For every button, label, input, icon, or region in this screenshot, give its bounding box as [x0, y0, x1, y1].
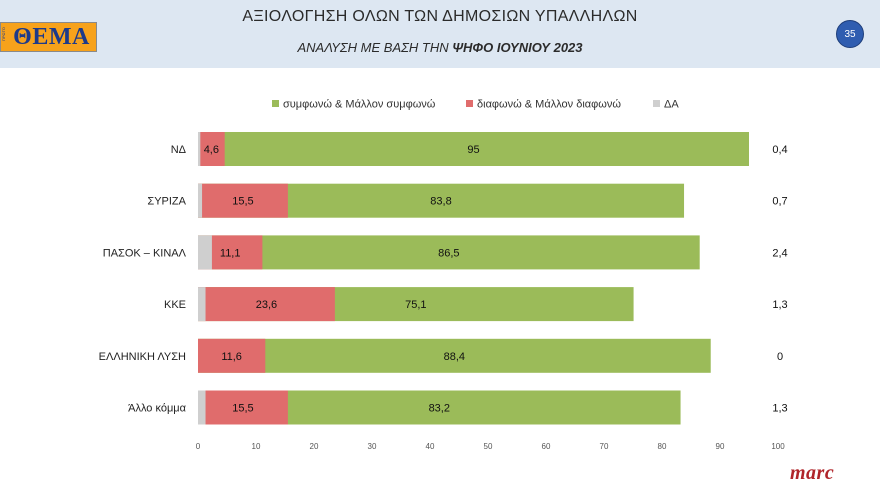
legend-label-3: ΔΑ — [664, 99, 679, 111]
bar-segment-1-1 — [198, 132, 749, 166]
x-tick-label-7: 60 — [542, 442, 551, 451]
x-tick-label-10: 90 — [716, 442, 725, 451]
legend-label-2: διαφωνώ & Μάλλον διαφωνώ — [477, 99, 621, 111]
bar-segment-6-3 — [198, 390, 206, 425]
x-axis: 0 10 20 30 40 50 60 70 80 90 100 — [196, 442, 785, 451]
bar-segment-2-2 — [198, 183, 288, 218]
data-label-6-3: 1,3 — [772, 403, 787, 415]
y-axis-labels: ΝΔ ΣΥΡΙΖΑ ΠΑΣΟΚ – ΚΙΝΑΛ ΚΚΕ ΕΛΛΗΝΙΚΗ ΛΥΣΗ Άλλ… — [99, 144, 187, 415]
data-label-2-3: 0,7 — [772, 196, 787, 208]
legend-swatch-2 — [466, 100, 473, 107]
x-tick-label-5: 40 — [426, 442, 435, 451]
logo-text: ΘΕΜΑ — [13, 23, 90, 50]
category-label-4: ΚΚΕ — [164, 299, 186, 311]
x-tick-label-1: 0 — [196, 442, 201, 451]
x-tick-label-2: 10 — [252, 442, 261, 451]
chart-legend: συμφωνώ & Μάλλον συμφωνώ διαφωνώ & Μάλλον… — [272, 99, 679, 111]
bar-segment-5-1 — [198, 338, 711, 373]
data-label-4-2: 23,6 — [256, 299, 277, 311]
page-title: ΑΞΙΟΛΟΓΗΣΗ ΟΛΩΝ ΤΩΝ ΔΗΜΟΣΙΩΝ ΥΠΑΛΛΗΛΩΝ — [242, 8, 638, 25]
category-label-1: ΝΔ — [171, 144, 187, 156]
bar-segment-2-3 — [198, 183, 203, 218]
stacked-bar-chart: συμφωνώ & Μάλλον συμφωνώ διαφωνώ & Μάλλον… — [99, 99, 788, 452]
category-label-2: ΣΥΡΙΖΑ — [147, 196, 186, 208]
marc-logo: marc — [790, 462, 835, 484]
bar-segment-5-2 — [198, 338, 266, 373]
header-bar: ΠΡΩΤΟ ΘΕΜΑ ΑΞΙΟΛΟΓΗΣΗ ΟΛΩΝ ΤΩΝ ΔΗΜΟΣΙΩΝ … — [0, 0, 880, 68]
chart-bars: 95 4,6 0,4 83,8 15,5 0,7 86,5 11,1 2,4 75,1 23,6 1,… — [198, 132, 788, 425]
x-tick-label-4: 30 — [368, 442, 377, 451]
data-label-1-3: 0,4 — [772, 144, 787, 156]
subtitle-prefix: ΑΝΑΛΥΣΗ ΜΕ ΒΑΣΗ ΤΗΝ — [297, 40, 453, 55]
data-label-3-2: 11,1 — [220, 247, 241, 259]
page-number-badge: 35 — [836, 20, 864, 48]
data-label-2-1: 83,8 — [430, 196, 451, 208]
category-label-6: Άλλο κόμμα — [128, 403, 187, 415]
bar-segment-1-2 — [198, 132, 225, 166]
bar-segment-3-1 — [198, 235, 700, 270]
data-label-4-1: 75,1 — [405, 299, 426, 311]
data-label-6-2: 15,5 — [232, 403, 253, 415]
page-subtitle: ΑΝΑΛΥΣΗ ΜΕ ΒΑΣΗ ΤΗΝ ΨΗΦΟ ΙΟΥΝΙΟΥ 2023 — [0, 40, 880, 55]
brand-logo: ΠΡΩΤΟ ΘΕΜΑ — [0, 22, 97, 52]
x-tick-label-11: 100 — [771, 442, 785, 451]
x-tick-label-6: 50 — [484, 442, 493, 451]
data-label-3-3: 2,4 — [772, 247, 787, 259]
legend-swatch-1 — [272, 100, 279, 107]
data-label-1-2: 4,6 — [204, 144, 219, 156]
category-label-3: ΠΑΣΟΚ – ΚΙΝΑΛ — [103, 247, 187, 259]
category-label-5: ΕΛΛΗΝΙΚΗ ΛΥΣΗ — [99, 351, 186, 363]
logo-small-text: ΠΡΩΤΟ — [1, 27, 6, 42]
bar-segment-3-3 — [198, 235, 212, 270]
data-label-5-3: 0 — [777, 351, 783, 363]
bar-segment-1-3 — [198, 132, 201, 166]
x-tick-label-9: 80 — [658, 442, 667, 451]
data-label-4-3: 1,3 — [772, 299, 787, 311]
data-label-6-1: 83,2 — [429, 403, 450, 415]
bar-segment-4-2 — [198, 287, 335, 322]
bar-segment-6-2 — [198, 390, 288, 425]
subtitle-emphasis: ΨΗΦΟ ΙΟΥΝΙΟΥ 2023 — [452, 40, 583, 55]
data-label-3-1: 86,5 — [438, 247, 459, 259]
bar-segment-4-3 — [198, 287, 206, 322]
x-tick-label-3: 20 — [310, 442, 319, 451]
legend-label-1: συμφωνώ & Μάλλον συμφωνώ — [283, 99, 436, 111]
x-tick-label-8: 70 — [600, 442, 609, 451]
legend-swatch-3 — [653, 100, 660, 107]
data-label-2-2: 15,5 — [232, 196, 253, 208]
data-label-1-1: 95 — [467, 144, 479, 156]
data-label-5-1: 88,4 — [444, 351, 465, 363]
data-label-5-2: 11,6 — [221, 351, 242, 363]
